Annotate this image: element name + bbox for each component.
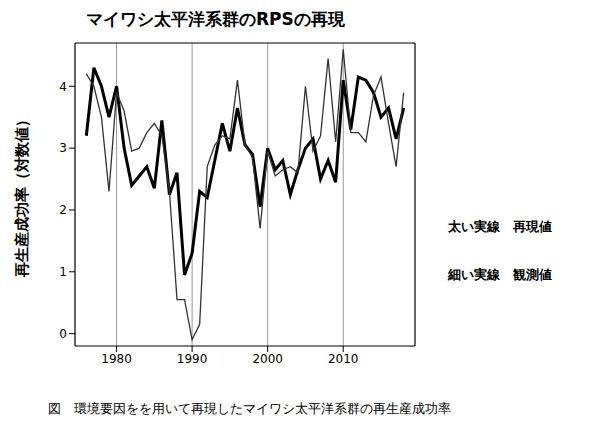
html-text:マイワシ太平洋系群のRPSの再現: マイワシ太平洋系群のRPSの再現 [86, 9, 345, 29]
html-text:太い実線 再現値: 太い実線 再現値 [448, 219, 552, 234]
html-text:図 環境要因をを用いて再現したマイワシ太平洋系群の再生産成功: 図 環境要因をを用いて再現したマイワシ太平洋系群の再生産成功率 [48, 401, 451, 416]
svg-text:2010: 2010 [328, 352, 359, 366]
svg-text:1980: 1980 [101, 352, 132, 366]
svg-text:0: 0 [59, 327, 67, 341]
svg-text:2: 2 [59, 203, 67, 217]
svg-text:2000: 2000 [252, 352, 283, 366]
svg-text:4: 4 [59, 80, 67, 94]
html-text:細い実線 観測値: 細い実線 観測値 [448, 267, 552, 282]
svg-text:1990: 1990 [177, 352, 208, 366]
svg-text:3: 3 [59, 141, 67, 155]
svg-text:1: 1 [59, 265, 67, 279]
svg-text:再生産成功率（対数値）: 再生産成功率（対数値） [13, 112, 31, 278]
